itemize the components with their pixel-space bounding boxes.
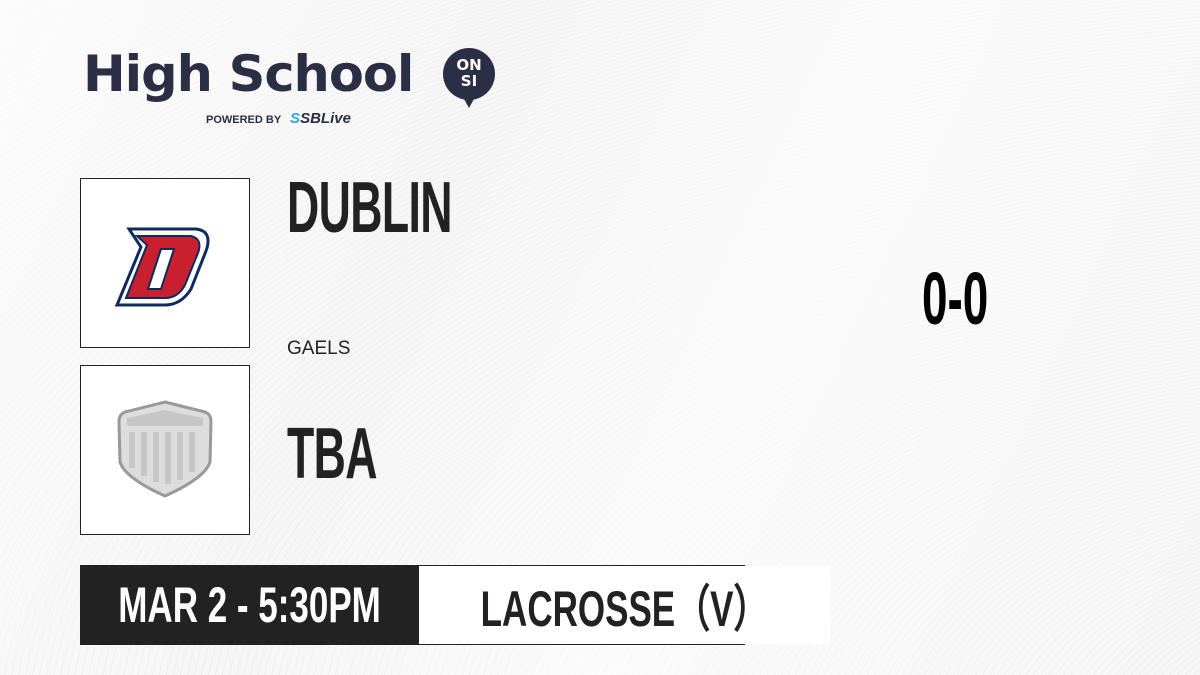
game-sport: LACROSSE（V） — [419, 566, 831, 644]
placeholder-shield-icon — [117, 400, 213, 498]
dublin-d-logo-icon — [114, 227, 210, 307]
sblive-logo: SSBLive — [290, 110, 351, 127]
game-datetime: MAR 2 - 5:30PM — [81, 566, 419, 644]
sblive-mark: S — [290, 110, 301, 127]
on-si-pin-icon: ON SI — [443, 48, 495, 108]
sblive-name: SBLive — [300, 110, 351, 127]
home-team-mascot: GAELS — [287, 338, 351, 359]
game-sport-text: LACROSSE（V） — [480, 581, 769, 637]
home-team-logo — [80, 178, 250, 348]
game-info-bar: MAR 2 - 5:30PM LACROSSE（V） — [80, 565, 831, 645]
powered-by-label: POWERED BY — [206, 114, 281, 126]
powered-by: POWERED BY SSBLive — [206, 110, 351, 127]
logo-title: High School — [83, 45, 414, 103]
badge-bottom: SI — [460, 72, 478, 90]
home-team-name: DUBLIN — [287, 168, 453, 248]
game-datetime-text: MAR 2 - 5:30PM — [118, 577, 382, 633]
away-team-name: TBA — [287, 414, 378, 494]
high-school-on-si-logo: High School ON SI POWERED BY SSBLive — [83, 46, 495, 127]
away-team-logo — [80, 365, 250, 535]
score: 0-0 — [922, 257, 989, 340]
badge-top: ON — [456, 56, 482, 74]
